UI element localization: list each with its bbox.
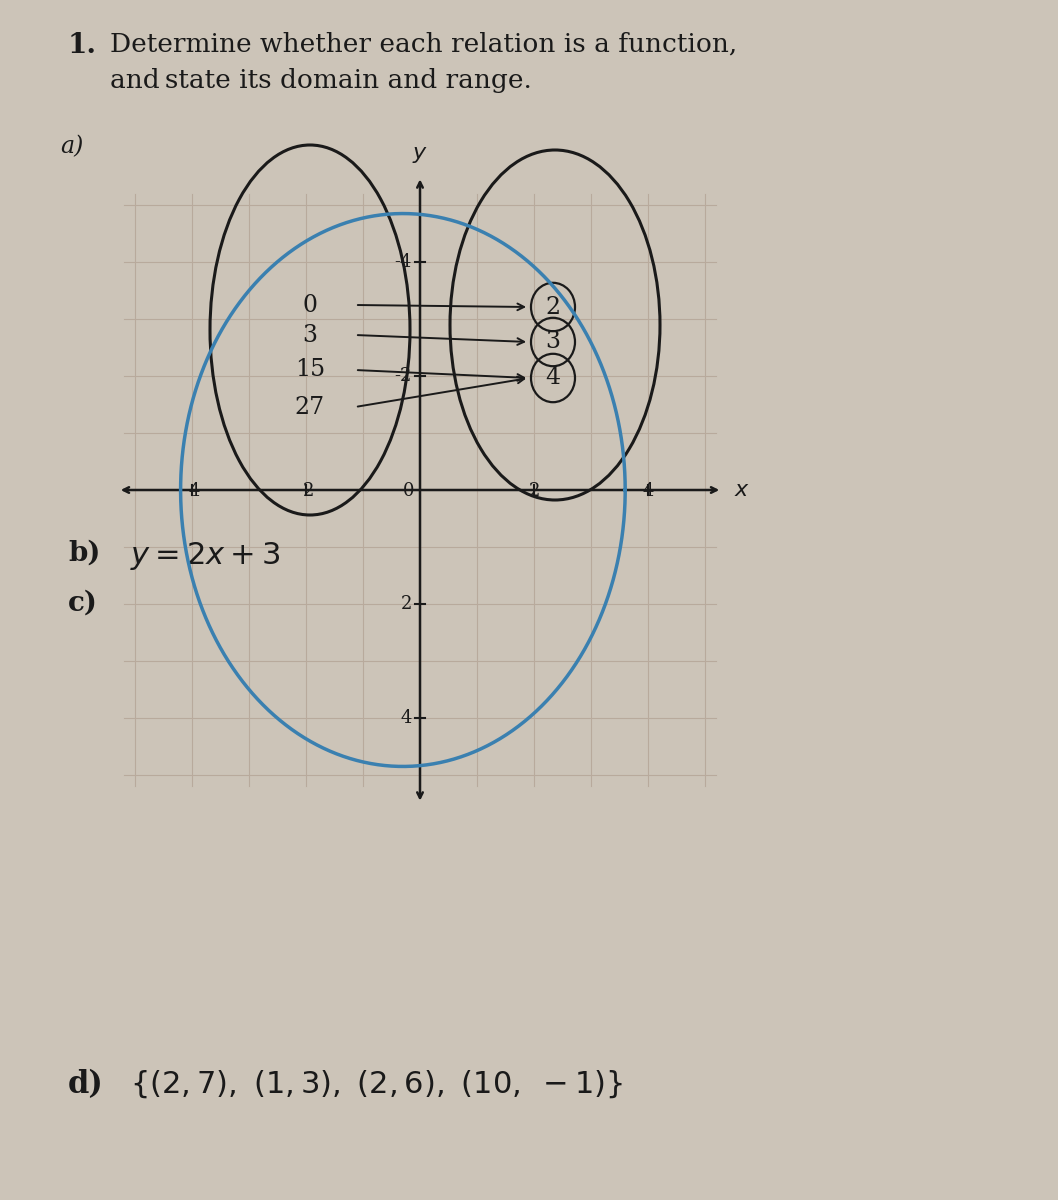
Text: 15: 15	[295, 359, 325, 382]
Text: 2: 2	[546, 295, 561, 318]
Text: a): a)	[60, 134, 84, 158]
Text: $x$: $x$	[733, 479, 749, 502]
Text: 3: 3	[546, 330, 561, 354]
Text: 2: 2	[401, 595, 412, 613]
Text: -2: -2	[395, 367, 412, 385]
Text: 4: 4	[401, 709, 412, 727]
Text: Determine whether each relation is a function,: Determine whether each relation is a fun…	[110, 32, 737, 56]
Text: d): d)	[68, 1069, 104, 1100]
Text: 3: 3	[303, 324, 317, 347]
Text: c): c)	[68, 590, 98, 617]
Text: $y = 2x + 3$: $y = 2x + 3$	[130, 540, 280, 572]
Text: 1.: 1.	[68, 32, 97, 59]
Text: $y$: $y$	[412, 143, 428, 166]
Text: and state its domain and range.: and state its domain and range.	[110, 68, 532, 92]
Text: b): b)	[68, 540, 101, 566]
Text: 2: 2	[528, 482, 540, 500]
Text: 0: 0	[402, 482, 414, 500]
Text: $\{(2, 7),\ (1, 3),\ (2, 6),\ (10,\ -1)\}$: $\{(2, 7),\ (1, 3),\ (2, 6),\ (10,\ -1)\…	[130, 1068, 623, 1100]
Text: 4: 4	[546, 366, 561, 390]
Text: 4: 4	[642, 482, 654, 500]
Text: -4: -4	[183, 482, 201, 500]
Text: 0: 0	[303, 294, 317, 317]
Text: 27: 27	[295, 396, 325, 419]
Text: -4: -4	[395, 253, 412, 271]
Text: -2: -2	[297, 482, 314, 500]
